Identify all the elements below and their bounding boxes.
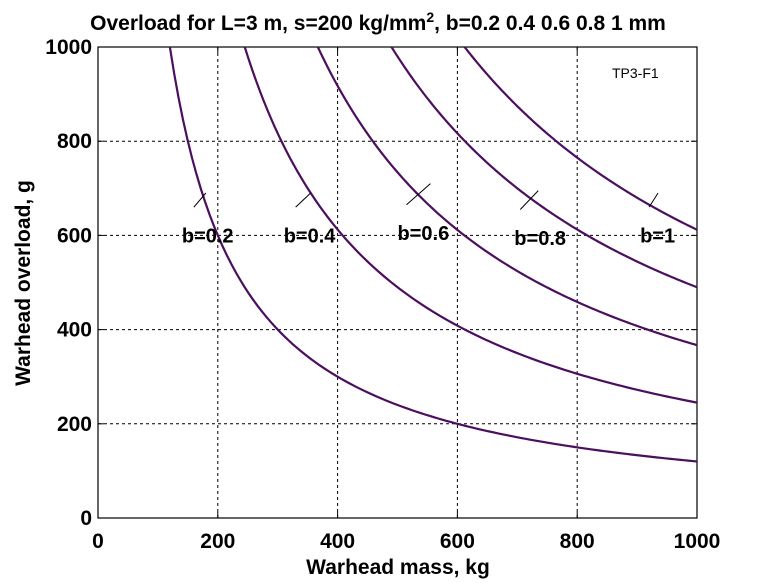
y-tick-label: 1000	[45, 36, 92, 59]
series-label-leader	[406, 183, 431, 206]
y-tick-label: 800	[57, 130, 92, 153]
x-tick-label: 200	[200, 530, 235, 553]
axis-ticks: 0 200 400 600 800 1000 0 200 400 600 800 1000	[45, 36, 720, 553]
series-line-b=1	[463, 46, 698, 231]
series-line-b=0.2	[168, 46, 698, 463]
series-label-leader	[193, 192, 207, 208]
series-label-leader	[519, 190, 539, 210]
series-labels: b=0.2 b=0.4 b=0.6 b=0.8 b=1	[182, 183, 675, 250]
y-axis-label: Warhead overload, g	[12, 180, 35, 386]
x-tick-label: 800	[560, 530, 595, 553]
chart-title: Overload for L=3 m, s=200 kg/mm2, b=0.2 …	[90, 9, 666, 35]
plot-frame	[97, 46, 698, 519]
series-label: b=1	[640, 225, 675, 247]
x-tick-label: 400	[320, 530, 355, 553]
chart-annotation: TP3-F1	[612, 65, 659, 81]
y-tick-label: 0	[80, 507, 92, 530]
x-tick-label: 1000	[674, 530, 721, 553]
y-tick-label: 400	[57, 319, 92, 342]
series-label: b=0.8	[514, 228, 566, 250]
series-line-b=0.8	[390, 46, 698, 289]
x-axis-label: Warhead mass, kg	[306, 556, 490, 579]
series-line-b=0.4	[243, 46, 698, 404]
y-tick-label: 200	[57, 413, 92, 436]
x-tick-label: 600	[440, 530, 475, 553]
series-line-b=0.6	[316, 46, 698, 347]
grid	[98, 47, 697, 518]
series-lines	[168, 46, 698, 463]
series-label-leader	[295, 192, 311, 208]
chart-title-suffix: , b=0.2 0.4 0.6 0.8 1 mm	[434, 12, 666, 35]
series-label: b=0.6	[398, 223, 450, 245]
x-tick-label: 0	[92, 530, 104, 553]
chart-title-superscript: 2	[426, 9, 434, 25]
y-tick-label: 600	[57, 224, 92, 247]
series-label: b=0.4	[284, 225, 337, 247]
chart-title-main: Overload for L=3 m, s=200 kg/mm	[90, 12, 426, 35]
series-label-leader	[648, 192, 659, 208]
series-label: b=0.2	[182, 225, 234, 247]
